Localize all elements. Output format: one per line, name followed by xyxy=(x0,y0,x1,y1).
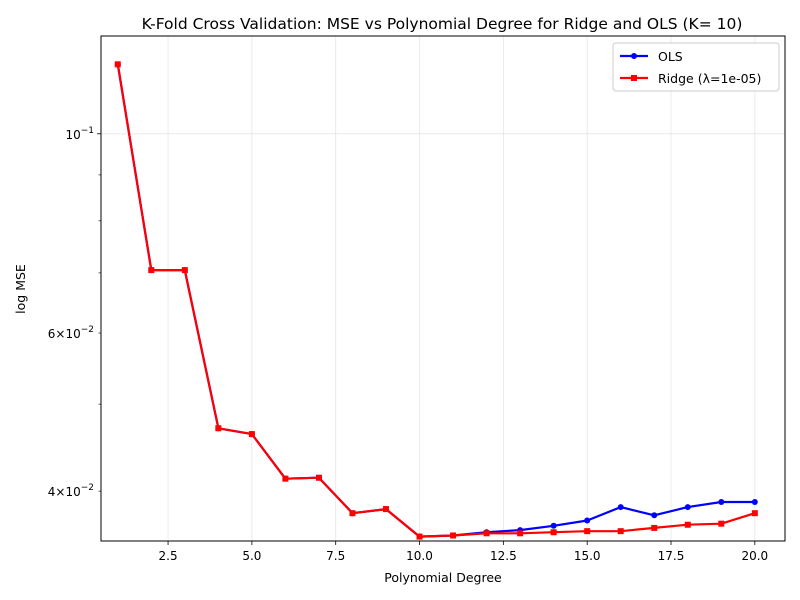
data-point-ridge xyxy=(450,532,457,539)
data-point-ridge xyxy=(315,474,322,481)
x-tick-label: 5.0 xyxy=(242,549,261,563)
data-point-ols xyxy=(684,504,691,511)
data-point-ridge xyxy=(751,510,758,517)
y-axis: 10−14×10−26×10−2 xyxy=(48,126,101,499)
data-point-ols xyxy=(550,522,557,529)
legend-label-ols: OLS xyxy=(658,49,683,64)
x-axis-label: Polynomial Degree xyxy=(384,570,502,585)
x-tick-label: 15.0 xyxy=(574,549,601,563)
data-point-ridge xyxy=(416,533,423,540)
legend: OLS Ridge (λ=1e-05) xyxy=(612,42,780,92)
data-point-ols xyxy=(584,517,591,524)
data-point-ridge xyxy=(114,61,121,68)
data-point-ols xyxy=(651,512,658,519)
x-tick-label: 20.0 xyxy=(741,549,768,563)
data-point-ridge xyxy=(148,267,155,274)
y-minor-tick-label-exponent: −2 xyxy=(81,483,94,493)
x-axis: 2.5 5.0 7.5 10.0 12.5 15.0 17.5 20.0 xyxy=(159,541,768,563)
x-tick-label: 17.5 xyxy=(658,549,685,563)
data-point-ridge xyxy=(651,524,658,531)
y-major-tick-label-base: 10 xyxy=(65,128,80,142)
data-point-ols xyxy=(617,504,624,511)
legend-label-ridge: Ridge (λ=1e-05) xyxy=(658,71,761,86)
data-point-ridge xyxy=(181,267,188,274)
legend-marker-ridge xyxy=(631,75,637,81)
data-point-ridge xyxy=(483,530,490,537)
y-minor-tick-label-mantissa: 6× xyxy=(48,327,66,341)
data-point-ridge xyxy=(517,530,524,537)
y-major-tick-label-exponent: −1 xyxy=(81,126,94,136)
legend-marker-ols xyxy=(631,53,637,59)
data-point-ridge xyxy=(215,425,222,432)
y-minor-tick-label-exponent: −2 xyxy=(81,325,94,335)
data-point-ols xyxy=(718,499,725,506)
data-point-ols xyxy=(751,499,758,506)
chart-title: K-Fold Cross Validation: MSE vs Polynomi… xyxy=(142,15,743,33)
data-point-ridge xyxy=(584,528,591,535)
y-axis-label: log MSE xyxy=(13,264,28,314)
data-point-ridge xyxy=(282,475,289,482)
data-point-ridge xyxy=(248,431,255,438)
x-tick-label: 10.0 xyxy=(406,549,433,563)
series-layer xyxy=(114,61,758,540)
y-minor-tick-label-base: 10 xyxy=(65,485,80,499)
y-major-tick-label: 10−1 xyxy=(65,126,94,142)
series-line-ridge xyxy=(116,64,756,538)
legend-box xyxy=(612,42,780,92)
plot-area-frame xyxy=(100,35,786,542)
data-point-ridge xyxy=(617,528,624,535)
grid xyxy=(101,36,785,541)
x-tick-label: 7.5 xyxy=(326,549,345,563)
data-point-ridge xyxy=(383,506,389,513)
data-point-ridge xyxy=(684,521,691,528)
data-point-ridge xyxy=(718,520,725,527)
y-minor-tick-label-base: 10 xyxy=(65,327,80,341)
x-tick-label: 2.5 xyxy=(159,549,178,563)
y-minor-tick-label: 6×10−2 xyxy=(48,325,94,341)
y-minor-tick-label: 4×10−2 xyxy=(48,483,94,499)
data-point-ridge xyxy=(349,510,356,517)
data-point-ridge xyxy=(550,529,557,536)
x-tick-label: 12.5 xyxy=(490,549,517,563)
y-minor-tick-label-mantissa: 4× xyxy=(48,485,66,499)
